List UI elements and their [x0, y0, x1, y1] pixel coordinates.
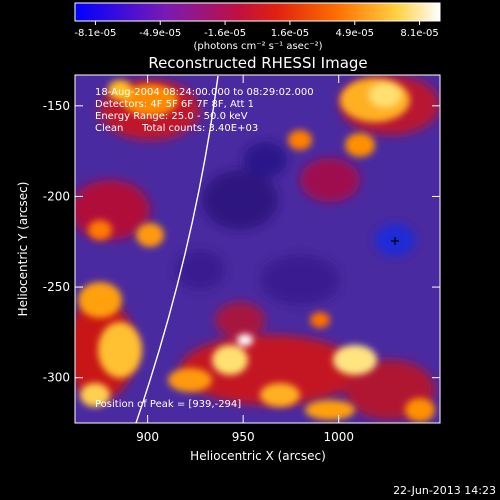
colorbar-ticks: -8.1e-05 -4.9e-05 -1.6e-05 1.6e-05 4.9e-05 8.… [74, 21, 439, 39]
annotation-time: 18-Aug-2004 08:24:00.000 to 08:29:02.000 [95, 87, 314, 98]
colorbar-tick-label: -8.1e-05 [74, 28, 116, 39]
colorbar-tick-label: 8.1e-05 [400, 28, 438, 39]
annotation-energy: Energy Range: 25.0 - 50.0 keV [95, 111, 248, 122]
colorbar-tick-label: 1.6e-05 [271, 28, 309, 39]
colorbar-tick-label: -1.6e-05 [204, 28, 246, 39]
x-tick-label: 900 [136, 430, 159, 444]
annotation-peak: Position of Peak = [939,-294] [95, 399, 241, 410]
annotation-method: Clean [95, 123, 123, 134]
colorbar-gradient [74, 2, 441, 22]
x-tick-label: 950 [232, 430, 255, 444]
y-tick-label: -300 [43, 371, 70, 385]
annotation-counts: Total counts: 3.40E+03 [141, 123, 258, 134]
colorbar-tick-label: -4.9e-05 [139, 28, 181, 39]
y-axis: -150 -200 -250 -300 [43, 99, 440, 385]
y-tick-label: -250 [43, 280, 70, 294]
plot-title: Reconstructed RHESSI Image [148, 54, 367, 72]
solar-limb-arc [135, 75, 219, 423]
x-axis-label: Heliocentric X (arcsec) [190, 449, 326, 463]
y-tick-label: -150 [43, 99, 70, 113]
colorbar-tick-label: 4.9e-05 [336, 28, 374, 39]
plot-frame [74, 74, 441, 424]
colorbar-units-label: (photons cm⁻² s⁻¹ asec⁻²) [193, 41, 322, 52]
y-tick-label: -200 [43, 189, 70, 203]
annotations: 18-Aug-2004 08:24:00.000 to 08:29:02.000… [95, 87, 314, 410]
colorbar: -8.1e-05 -4.9e-05 -1.6e-05 1.6e-05 4.9e-05 8.… [74, 2, 441, 52]
footer-timestamp: 22-Jun-2013 14:23 [393, 484, 496, 497]
annotation-detectors: Detectors: 4F 5F 6F 7F 8F, Att 1 [95, 99, 254, 110]
peak-marker [391, 237, 399, 245]
x-axis: 900 950 1000 [136, 75, 354, 444]
x-tick-label: 1000 [323, 430, 354, 444]
y-axis-label: Heliocentric Y (arcsec) [16, 182, 30, 317]
